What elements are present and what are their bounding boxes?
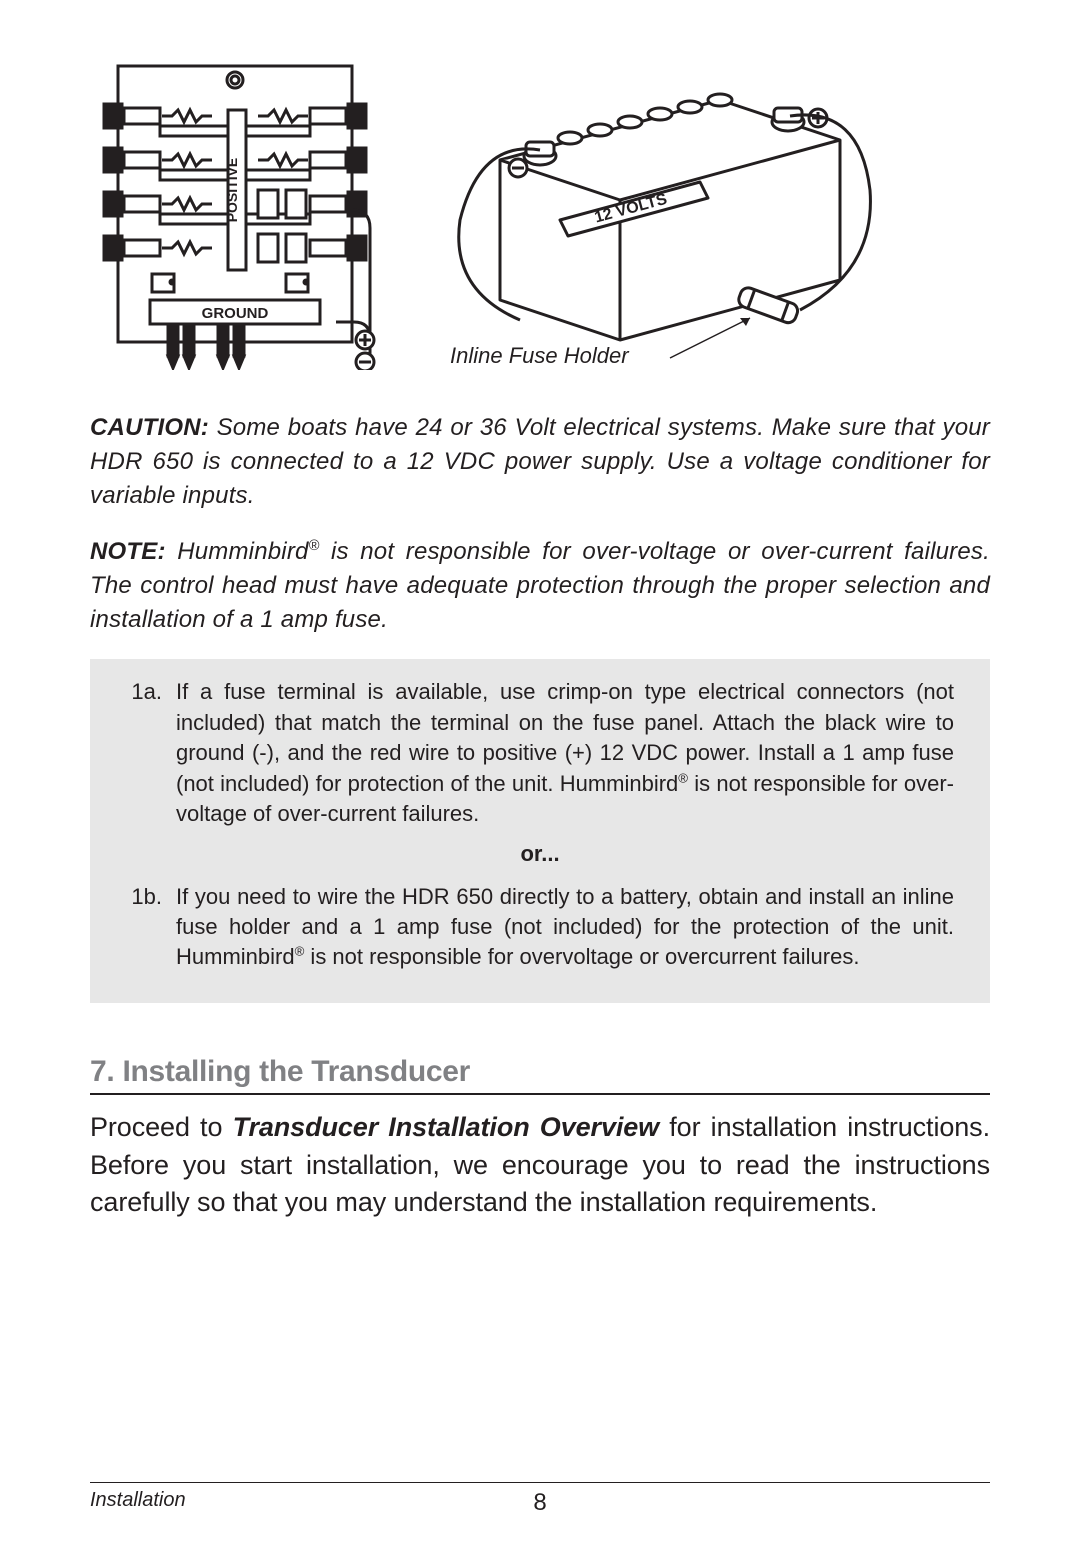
page-footer: Installation 8 <box>90 1482 990 1512</box>
section-paragraph: Proceed to Transducer Installation Overv… <box>90 1109 990 1222</box>
footer-label: Installation <box>90 1489 186 1512</box>
diagrams-row: GROUND POSITIVE <box>90 60 990 375</box>
fuse-panel-diagram: GROUND POSITIVE <box>90 60 380 375</box>
inst-num-1a: 1a. <box>126 677 176 829</box>
para-seg1: Proceed to <box>90 1112 233 1142</box>
inst-text-1b: If you need to wire the HDR 650 directly… <box>176 882 954 973</box>
caution-text: Some boats have 24 or 36 Volt electrical… <box>90 414 990 509</box>
registered-mark: ® <box>309 538 320 554</box>
positive-label: POSITIVE <box>224 158 240 223</box>
inst-text-1a: If a fuse terminal is available, use cri… <box>176 677 954 829</box>
instruction-1a: 1a. If a fuse terminal is available, use… <box>126 677 954 829</box>
ground-label: GROUND <box>202 305 269 322</box>
caution-paragraph: CAUTION: Some boats have 24 or 36 Volt e… <box>90 411 990 513</box>
note-seg1: Humminbird <box>166 538 309 565</box>
para-bold: Transducer Installation Overview <box>233 1112 660 1142</box>
or-separator: or... <box>126 839 954 869</box>
note-paragraph: NOTE: Humminbird® is not responsible for… <box>90 535 990 637</box>
inst-num-1b: 1b. <box>126 882 176 973</box>
battery-caption: Inline Fuse Holder <box>450 343 629 369</box>
note-label: NOTE: <box>90 538 166 565</box>
battery-diagram: 12 VOLTS Inline Fuse Holder <box>440 70 880 375</box>
instruction-1b: 1b. If you need to wire the HDR 650 dire… <box>126 882 954 973</box>
caution-label: CAUTION: <box>90 414 209 441</box>
instructions-box: 1a. If a fuse terminal is available, use… <box>90 659 990 1002</box>
section-heading: 7. Installing the Transducer <box>90 1055 990 1095</box>
footer-page-number: 8 <box>533 1489 546 1517</box>
